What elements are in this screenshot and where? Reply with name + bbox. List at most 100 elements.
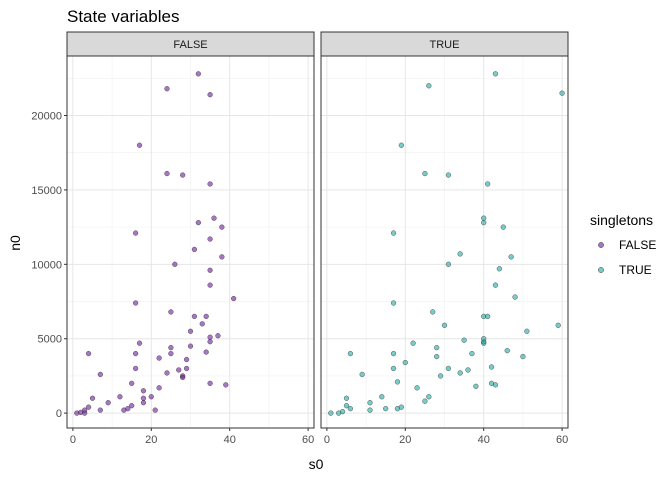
data-point bbox=[492, 71, 499, 77]
data-point bbox=[484, 313, 491, 320]
data-point bbox=[89, 395, 96, 401]
data-point bbox=[132, 365, 139, 372]
data-point bbox=[555, 322, 561, 328]
x-tick-label: 60 bbox=[302, 434, 314, 446]
data-point bbox=[359, 371, 365, 378]
data-point bbox=[504, 347, 510, 354]
data-point bbox=[156, 385, 162, 391]
legend-key bbox=[598, 242, 604, 248]
data-point bbox=[219, 224, 225, 230]
data-point bbox=[347, 406, 354, 412]
data-point bbox=[219, 254, 225, 260]
data-point bbox=[207, 380, 213, 387]
x-tick-label: 40 bbox=[224, 434, 236, 446]
data-point bbox=[203, 313, 209, 320]
data-point bbox=[343, 403, 350, 409]
data-point bbox=[434, 344, 440, 351]
data-point bbox=[457, 370, 463, 376]
facet-panel-false: FALSE bbox=[66, 31, 315, 429]
facet-strip-label: TRUE bbox=[430, 39, 460, 51]
data-point bbox=[215, 333, 221, 339]
data-point bbox=[207, 92, 213, 98]
data-point bbox=[441, 322, 448, 328]
data-point bbox=[398, 142, 405, 148]
data-point bbox=[390, 300, 397, 306]
data-point bbox=[136, 340, 143, 346]
data-point bbox=[85, 350, 92, 357]
panel-border bbox=[66, 55, 315, 429]
data-point bbox=[461, 337, 467, 343]
data-point bbox=[180, 374, 186, 381]
data-point bbox=[422, 170, 428, 177]
data-point bbox=[140, 395, 147, 401]
data-point bbox=[484, 181, 491, 187]
y-tick-label: 20000 bbox=[31, 111, 62, 123]
legend-label: FALSE bbox=[619, 238, 656, 252]
data-point bbox=[187, 343, 194, 349]
data-point bbox=[164, 86, 170, 92]
y-tick-label: 5000 bbox=[38, 334, 62, 346]
data-point bbox=[367, 400, 373, 406]
data-point bbox=[347, 350, 354, 357]
data-point bbox=[207, 236, 213, 242]
data-point bbox=[488, 364, 495, 370]
data-point bbox=[445, 261, 452, 267]
chart-title: State variables bbox=[67, 7, 179, 26]
data-point bbox=[398, 404, 405, 410]
data-point bbox=[469, 350, 475, 357]
data-point bbox=[230, 295, 237, 302]
data-point bbox=[81, 407, 88, 413]
data-point bbox=[152, 407, 158, 413]
data-point bbox=[402, 359, 408, 366]
data-point bbox=[426, 83, 432, 89]
x-tick-label: 60 bbox=[556, 434, 568, 446]
data-point bbox=[512, 294, 518, 300]
data-point bbox=[524, 328, 530, 334]
data-point bbox=[207, 334, 213, 340]
data-point bbox=[148, 394, 154, 400]
data-point bbox=[195, 71, 201, 77]
data-point bbox=[343, 395, 350, 401]
x-axis-right: 0 20 40 60 bbox=[324, 428, 568, 446]
x-tick-label: 0 bbox=[70, 434, 76, 446]
data-point bbox=[422, 398, 428, 404]
data-point bbox=[445, 172, 452, 178]
data-point bbox=[136, 142, 143, 148]
data-point bbox=[328, 410, 334, 416]
data-point bbox=[390, 230, 397, 236]
data-point bbox=[207, 181, 213, 187]
data-point bbox=[132, 230, 139, 236]
data-point bbox=[390, 365, 397, 372]
facet-strip bbox=[66, 31, 315, 57]
data-point bbox=[129, 403, 135, 409]
legend-label: TRUE bbox=[619, 263, 652, 277]
y-tick-label: 10000 bbox=[31, 259, 62, 271]
y-tick-label: 15000 bbox=[31, 185, 62, 197]
data-point bbox=[172, 261, 178, 267]
data-point bbox=[97, 407, 103, 413]
data-point bbox=[105, 400, 111, 406]
x-axis-left: 0 20 40 60 bbox=[70, 428, 314, 446]
data-point bbox=[191, 246, 198, 253]
x-tick-label: 40 bbox=[478, 434, 490, 446]
data-point bbox=[164, 370, 170, 376]
x-axis-title: s0 bbox=[309, 456, 324, 472]
data-point bbox=[223, 382, 229, 388]
facet-strip-label: FALSE bbox=[173, 39, 207, 51]
data-point bbox=[481, 220, 487, 226]
data-point bbox=[211, 215, 217, 221]
data-point bbox=[379, 394, 385, 400]
data-point bbox=[394, 379, 401, 385]
data-point bbox=[183, 356, 190, 363]
data-point bbox=[168, 309, 174, 315]
data-point bbox=[520, 353, 526, 360]
data-point bbox=[199, 321, 205, 327]
data-point bbox=[183, 365, 190, 372]
data-point bbox=[85, 404, 92, 410]
x-tick-label: 20 bbox=[399, 434, 411, 446]
data-point bbox=[559, 90, 565, 96]
data-point bbox=[207, 339, 213, 345]
data-point bbox=[187, 328, 194, 334]
data-point bbox=[191, 313, 198, 320]
data-point bbox=[164, 170, 170, 177]
